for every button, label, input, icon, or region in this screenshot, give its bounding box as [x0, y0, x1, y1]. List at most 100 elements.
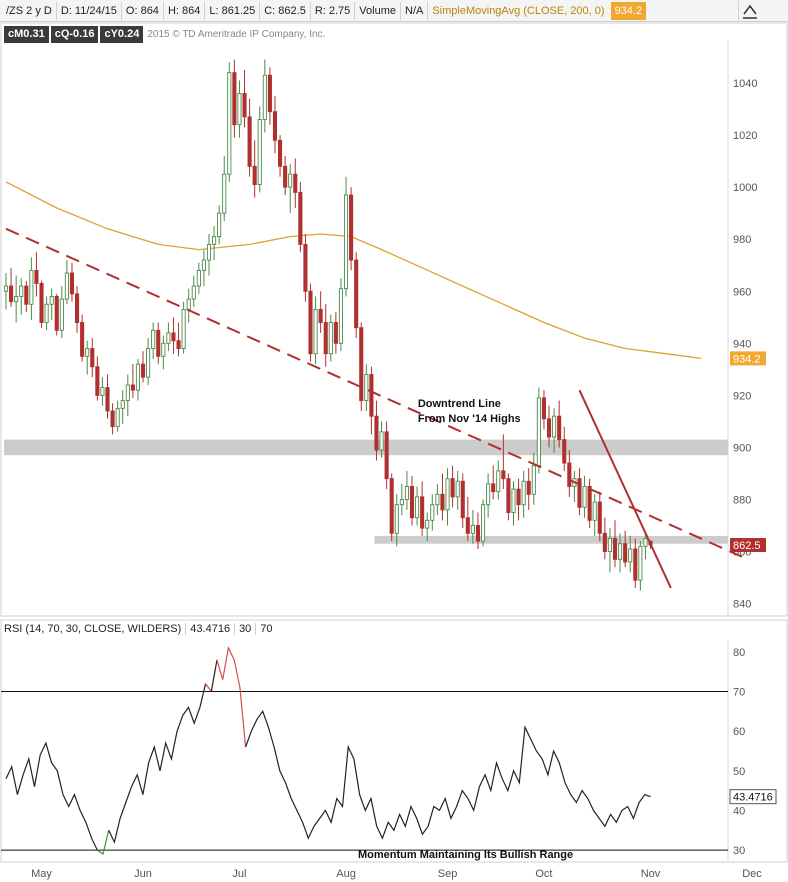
candle-body — [206, 243, 212, 261]
candle — [557, 400, 562, 448]
sma-study-value: 934.2 — [610, 1, 647, 20]
candle-body — [186, 298, 191, 310]
candle-body — [623, 543, 628, 563]
candle — [64, 260, 69, 305]
candle — [475, 512, 481, 549]
rsi-study-label[interactable]: RSI (14, 70, 30, CLOSE, WILDERS) — [4, 623, 182, 635]
candle-body — [618, 543, 623, 560]
candle-body — [39, 283, 44, 323]
candle-body — [166, 332, 171, 344]
candle-body — [516, 488, 521, 506]
rsi-line — [216, 645, 247, 748]
candle-body — [435, 493, 440, 506]
candle — [399, 483, 404, 516]
candle — [69, 262, 75, 302]
candle — [364, 364, 369, 411]
volume-label[interactable]: Volume — [354, 1, 400, 20]
candle-body — [85, 348, 90, 357]
candle — [501, 434, 506, 490]
candle-body — [349, 194, 354, 261]
support-band-0 — [4, 439, 728, 456]
x-tick-label: Sep — [438, 868, 458, 880]
candle — [3, 273, 9, 310]
candle — [455, 470, 460, 510]
sma-study-label[interactable]: SimpleMovingAvg (CLOSE, 200, 0) — [427, 1, 608, 20]
rsi-tick-label: 80 — [733, 647, 745, 659]
price-tick-label: 840 — [733, 599, 751, 611]
close-readout: C: 862.5 — [259, 1, 310, 20]
candle — [349, 187, 354, 271]
candle-body — [638, 545, 643, 581]
candle-body — [481, 504, 486, 542]
candle — [140, 351, 146, 383]
candle — [420, 481, 425, 536]
candle — [465, 496, 470, 542]
price-tick-label: 980 — [733, 234, 751, 246]
candle — [536, 387, 541, 474]
x-tick-label: Jun — [134, 868, 152, 880]
rsi-panel[interactable]: 30 40 50 60 70 80 43.4716 43.4716 Momentum Maint… — [0, 619, 788, 863]
candle — [440, 473, 445, 521]
price-tick-label: 920 — [733, 390, 751, 402]
candle-body — [338, 288, 344, 344]
candle — [146, 338, 151, 385]
collapse-arrow-icon[interactable] — [738, 1, 760, 21]
candle-body — [420, 496, 425, 529]
candle-body — [415, 496, 420, 519]
rsi-panel-frame — [0, 619, 788, 863]
volume-value: N/A — [400, 1, 427, 20]
x-tick-label: Jul — [232, 868, 246, 880]
candle — [354, 252, 359, 339]
candle-body — [546, 418, 552, 438]
candle — [166, 322, 171, 352]
price-panel[interactable]: 840860880900920940960980100010201040Down… — [0, 22, 788, 617]
candle — [49, 288, 54, 320]
candle — [206, 234, 212, 276]
x-tick-label: Aug — [336, 868, 356, 880]
candle-body — [521, 480, 526, 506]
candle-body — [460, 480, 465, 519]
candle — [161, 335, 166, 370]
candle — [445, 468, 450, 526]
candle-body — [171, 332, 176, 342]
candle — [404, 470, 409, 510]
candle-body — [404, 486, 409, 500]
candle — [460, 473, 465, 529]
rsi-line — [210, 659, 218, 692]
period-change-badges: cM0.31 cQ-0.16 cY0.24 2015 © TD Ameritra… — [4, 26, 325, 43]
trendline-annotation: From Nov '14 Highs — [418, 413, 521, 425]
month-change-badge: cM0.31 — [4, 26, 49, 43]
candle-body — [486, 483, 491, 506]
year-change-badge: cY0.24 — [100, 26, 144, 43]
price-tick-label: 960 — [733, 286, 751, 298]
price-panel-frame — [0, 22, 788, 617]
candle — [394, 494, 399, 547]
candle — [425, 512, 430, 542]
candle — [151, 322, 156, 359]
candle-body — [176, 340, 181, 349]
candle — [541, 390, 546, 430]
candle — [252, 140, 257, 198]
candle — [592, 494, 597, 536]
candle-body — [135, 363, 141, 391]
candle — [242, 70, 247, 128]
rsi-line — [5, 741, 98, 851]
candle-body — [308, 290, 313, 355]
candle — [318, 291, 323, 333]
candle-body — [272, 111, 278, 141]
candle-body — [227, 72, 232, 175]
candle — [643, 533, 648, 560]
candle — [577, 468, 582, 516]
candle — [29, 257, 34, 320]
candle-body — [323, 322, 328, 355]
candle-body — [303, 243, 308, 292]
candle — [247, 98, 252, 177]
rsi-tick-label: 70 — [733, 687, 745, 699]
symbol-label[interactable]: /ZS 2 y D — [6, 4, 52, 17]
price-tick-label: 880 — [733, 494, 751, 506]
candle — [293, 158, 298, 208]
candle — [308, 283, 313, 362]
candle — [262, 59, 267, 133]
short-term-trendline — [578, 389, 672, 589]
